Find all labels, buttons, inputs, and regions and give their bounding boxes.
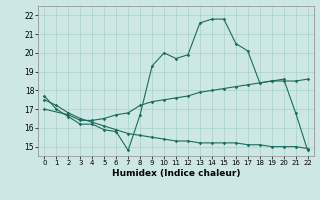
X-axis label: Humidex (Indice chaleur): Humidex (Indice chaleur) [112,169,240,178]
